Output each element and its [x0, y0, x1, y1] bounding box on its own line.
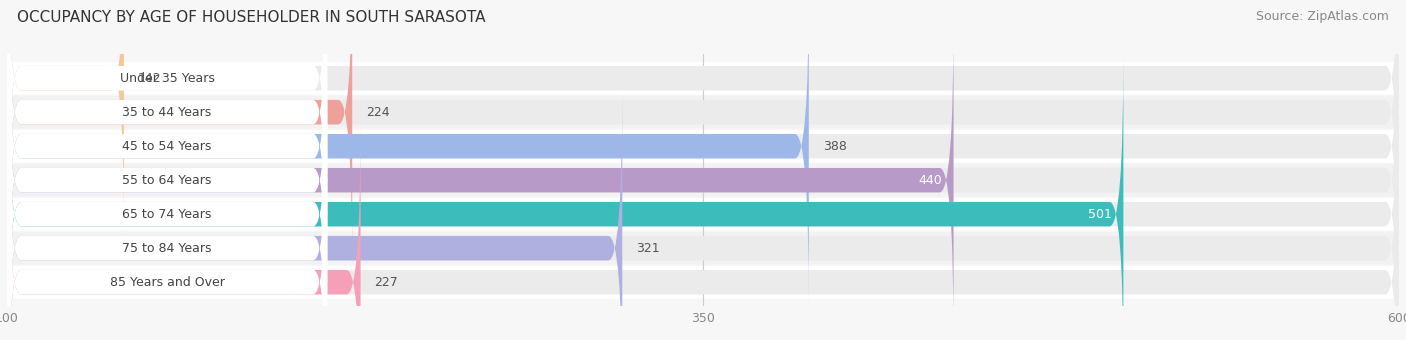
- FancyBboxPatch shape: [7, 0, 328, 270]
- FancyBboxPatch shape: [7, 124, 360, 340]
- FancyBboxPatch shape: [7, 56, 1123, 340]
- FancyBboxPatch shape: [7, 0, 328, 304]
- Text: 75 to 84 Years: 75 to 84 Years: [122, 242, 212, 255]
- Text: 321: 321: [636, 242, 659, 255]
- Text: 45 to 54 Years: 45 to 54 Years: [122, 140, 212, 153]
- FancyBboxPatch shape: [7, 22, 328, 338]
- FancyBboxPatch shape: [7, 22, 953, 338]
- Text: 440: 440: [918, 174, 942, 187]
- Text: 224: 224: [366, 106, 389, 119]
- Text: 35 to 44 Years: 35 to 44 Years: [122, 106, 212, 119]
- Text: OCCUPANCY BY AGE OF HOUSEHOLDER IN SOUTH SARASOTA: OCCUPANCY BY AGE OF HOUSEHOLDER IN SOUTH…: [17, 10, 485, 25]
- FancyBboxPatch shape: [7, 0, 1399, 304]
- FancyBboxPatch shape: [7, 0, 1399, 236]
- FancyBboxPatch shape: [7, 90, 623, 340]
- FancyBboxPatch shape: [7, 164, 1399, 197]
- FancyBboxPatch shape: [7, 124, 328, 340]
- FancyBboxPatch shape: [7, 124, 1399, 340]
- FancyBboxPatch shape: [7, 232, 1399, 265]
- FancyBboxPatch shape: [7, 0, 353, 270]
- FancyBboxPatch shape: [7, 266, 1399, 299]
- Text: 501: 501: [1088, 208, 1112, 221]
- FancyBboxPatch shape: [7, 130, 1399, 163]
- Text: 142: 142: [138, 72, 162, 85]
- Text: Source: ZipAtlas.com: Source: ZipAtlas.com: [1256, 10, 1389, 23]
- Text: 388: 388: [823, 140, 846, 153]
- FancyBboxPatch shape: [7, 56, 1399, 340]
- FancyBboxPatch shape: [7, 90, 1399, 340]
- FancyBboxPatch shape: [7, 0, 124, 236]
- Text: Under 35 Years: Under 35 Years: [120, 72, 215, 85]
- Text: 85 Years and Over: 85 Years and Over: [110, 276, 225, 289]
- Text: 227: 227: [374, 276, 398, 289]
- FancyBboxPatch shape: [7, 22, 1399, 338]
- FancyBboxPatch shape: [7, 0, 1399, 270]
- Text: 55 to 64 Years: 55 to 64 Years: [122, 174, 212, 187]
- FancyBboxPatch shape: [7, 62, 1399, 95]
- Text: 65 to 74 Years: 65 to 74 Years: [122, 208, 212, 221]
- FancyBboxPatch shape: [7, 96, 1399, 129]
- FancyBboxPatch shape: [7, 0, 808, 304]
- FancyBboxPatch shape: [7, 0, 328, 236]
- FancyBboxPatch shape: [7, 198, 1399, 231]
- FancyBboxPatch shape: [7, 90, 328, 340]
- FancyBboxPatch shape: [7, 56, 328, 340]
